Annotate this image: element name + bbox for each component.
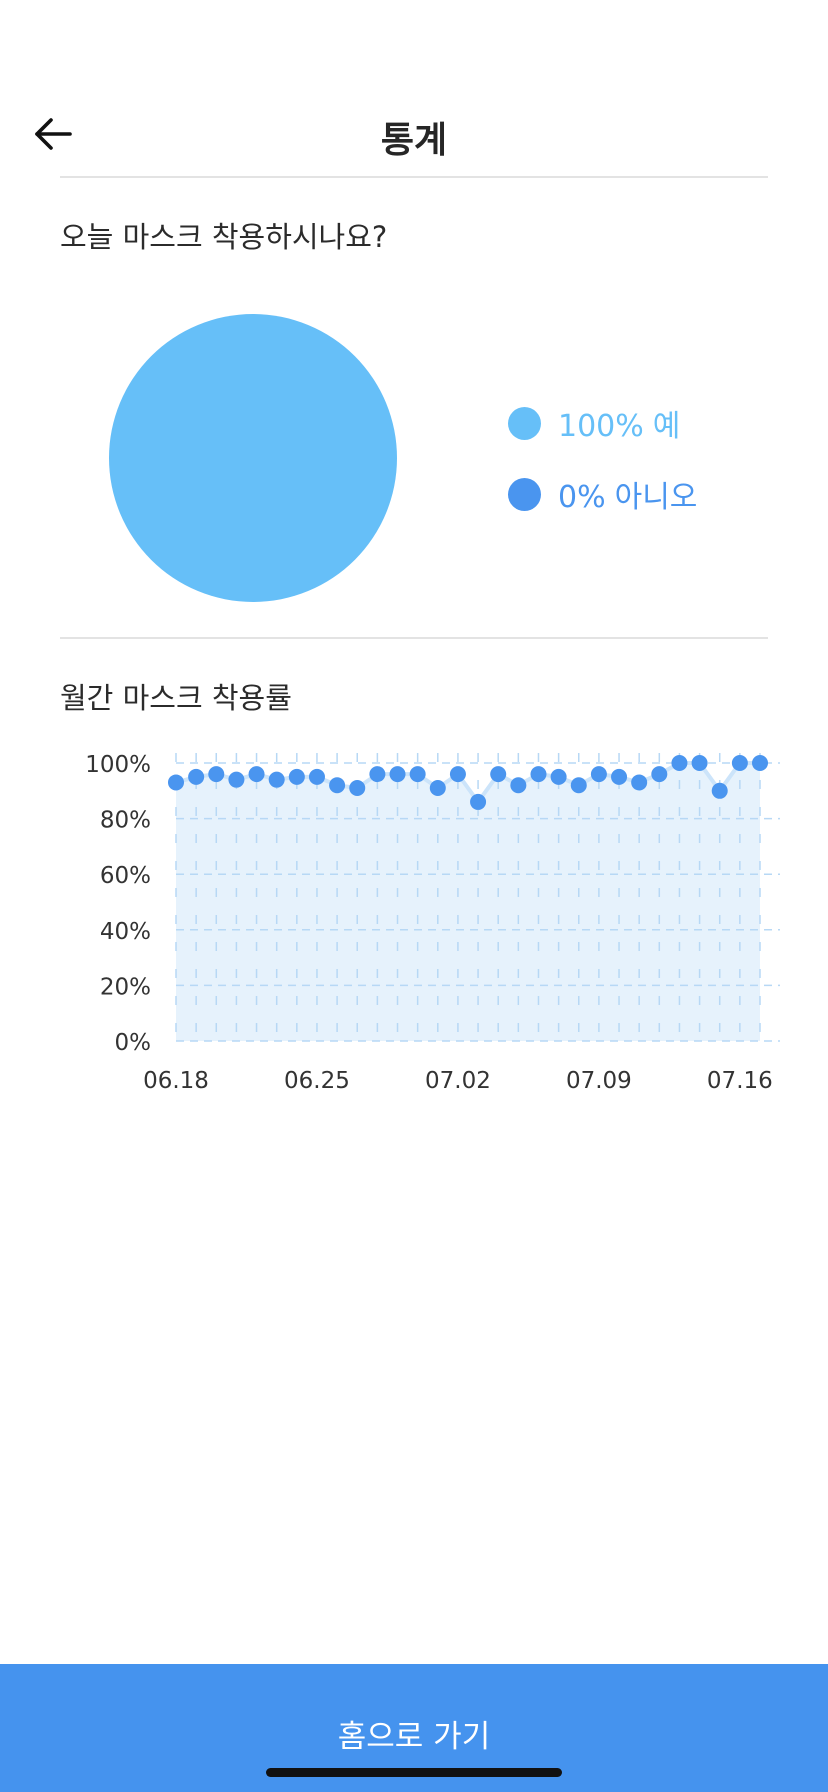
legend-item-no: 0% 아니오 bbox=[508, 469, 697, 519]
home-indicator bbox=[266, 1768, 562, 1777]
data-point bbox=[550, 768, 567, 785]
data-point bbox=[611, 768, 628, 785]
data-point bbox=[429, 780, 446, 797]
monthly-line-chart: 100% 80% 60% 40% 20% 0% 06.18 06.25 07.02 07.09 07… bbox=[0, 730, 828, 1110]
y-tick-label: 80% bbox=[100, 808, 151, 834]
y-tick-label: 0% bbox=[115, 1030, 152, 1056]
y-tick-label: 20% bbox=[100, 974, 151, 1000]
data-point bbox=[752, 755, 768, 771]
data-point bbox=[731, 755, 748, 771]
data-point bbox=[711, 782, 728, 799]
y-tick-label: 60% bbox=[100, 863, 151, 889]
legend-percent-no: 0% bbox=[558, 480, 606, 515]
y-tick-label: 100% bbox=[85, 752, 151, 778]
legend-dot-yes bbox=[508, 406, 541, 440]
today-pie-chart bbox=[108, 313, 398, 603]
data-point bbox=[248, 766, 265, 783]
arrow-left-icon bbox=[35, 118, 72, 150]
data-point bbox=[631, 774, 648, 791]
data-point bbox=[349, 780, 366, 797]
pie-legend: 100% 예 0% 아니오 bbox=[508, 398, 697, 540]
data-point bbox=[308, 768, 325, 785]
today-question: 오늘 마스크 착용하시나요? bbox=[60, 220, 388, 254]
data-point bbox=[168, 774, 184, 791]
page-title: 통계 bbox=[380, 120, 448, 161]
data-point bbox=[671, 755, 688, 771]
legend-label-yes: 예 bbox=[652, 409, 681, 444]
data-point bbox=[329, 777, 346, 794]
y-tick-label: 40% bbox=[100, 919, 151, 945]
data-point bbox=[228, 771, 245, 788]
legend-dot-no bbox=[508, 477, 541, 511]
app-header: 통계 bbox=[0, 95, 828, 171]
data-point bbox=[510, 777, 527, 794]
pie-slice-예 bbox=[109, 314, 397, 602]
x-tick-label: 07.02 bbox=[425, 1068, 491, 1094]
header-divider bbox=[60, 176, 768, 178]
data-point bbox=[409, 766, 426, 783]
data-point bbox=[369, 766, 386, 783]
data-point bbox=[288, 768, 305, 785]
x-tick-label: 07.09 bbox=[566, 1068, 632, 1094]
monthly-title: 월간 마스크 착용률 bbox=[60, 681, 292, 715]
data-point bbox=[268, 771, 285, 788]
data-point bbox=[651, 766, 668, 783]
data-point bbox=[691, 755, 708, 771]
data-point bbox=[590, 766, 607, 783]
data-point bbox=[389, 766, 406, 783]
data-point bbox=[449, 766, 466, 783]
data-point bbox=[188, 768, 205, 785]
chart-area-fill bbox=[176, 763, 760, 1041]
data-point bbox=[490, 766, 507, 783]
back-button[interactable] bbox=[28, 109, 82, 159]
legend-label-no: 아니오 bbox=[614, 480, 698, 515]
data-point bbox=[570, 777, 587, 794]
data-point bbox=[470, 793, 487, 810]
x-tick-label: 06.25 bbox=[284, 1068, 350, 1094]
section-divider bbox=[60, 637, 768, 639]
legend-percent-yes: 100% bbox=[558, 409, 644, 444]
legend-item-yes: 100% 예 bbox=[508, 398, 697, 448]
home-button-label: 홈으로 가기 bbox=[337, 1719, 491, 1755]
x-tick-label: 06.18 bbox=[143, 1068, 209, 1094]
x-tick-label: 07.16 bbox=[707, 1068, 773, 1094]
data-point bbox=[530, 766, 547, 783]
data-point bbox=[208, 766, 225, 783]
